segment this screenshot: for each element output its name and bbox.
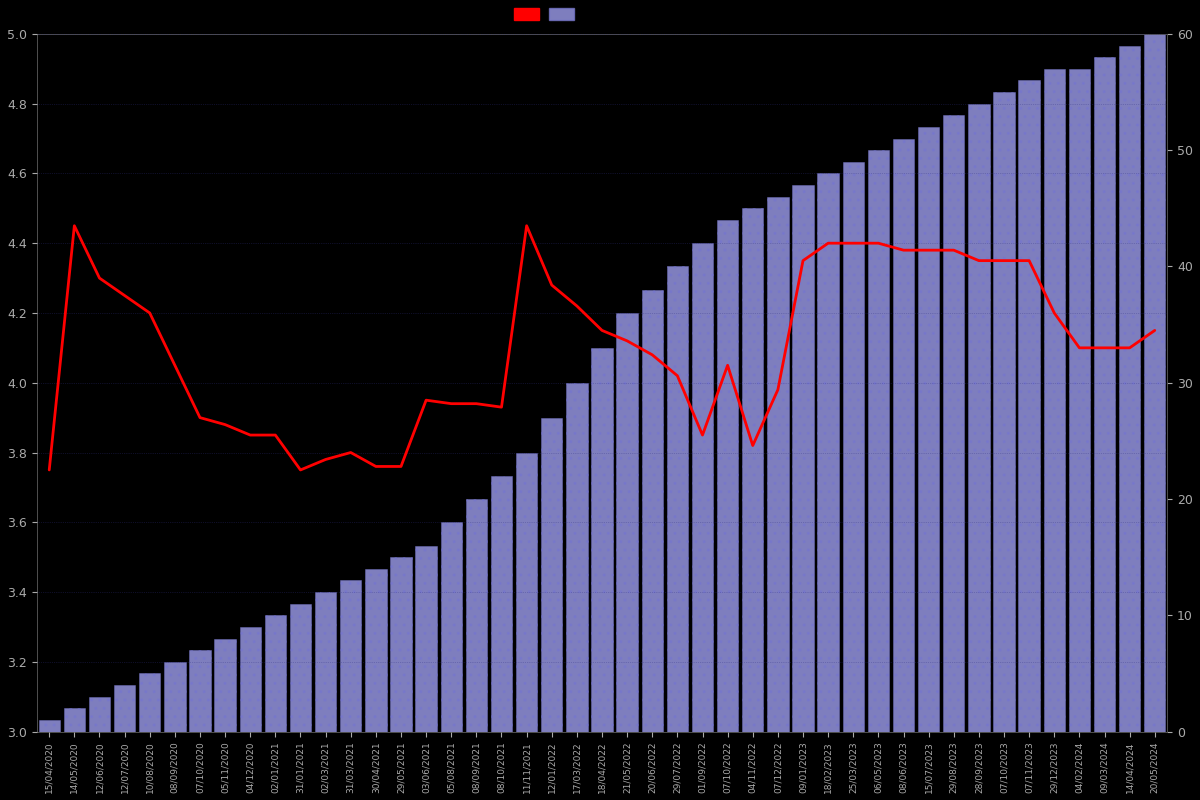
Bar: [1069, 69, 1090, 731]
Bar: [994, 92, 1015, 731]
Bar: [716, 220, 738, 731]
Bar: [667, 266, 688, 731]
Bar: [817, 174, 839, 731]
Bar: [541, 418, 563, 731]
Bar: [215, 638, 235, 731]
Bar: [516, 453, 538, 731]
Bar: [1019, 80, 1040, 731]
Bar: [314, 592, 336, 731]
Bar: [114, 685, 136, 731]
Bar: [1144, 34, 1165, 731]
Bar: [440, 522, 462, 731]
Bar: [918, 127, 940, 731]
Bar: [592, 348, 613, 731]
Bar: [968, 104, 990, 731]
Bar: [139, 674, 161, 731]
Bar: [792, 185, 814, 731]
Bar: [38, 720, 60, 731]
Bar: [943, 115, 965, 731]
Bar: [692, 243, 713, 731]
Bar: [1118, 46, 1140, 731]
Bar: [868, 150, 889, 731]
Bar: [365, 569, 386, 731]
Bar: [742, 208, 763, 731]
Bar: [617, 313, 638, 731]
Legend: , : ,: [509, 2, 582, 27]
Bar: [842, 162, 864, 731]
Bar: [491, 476, 512, 731]
Bar: [89, 697, 110, 731]
Bar: [290, 604, 311, 731]
Bar: [566, 382, 588, 731]
Bar: [415, 546, 437, 731]
Bar: [1094, 57, 1115, 731]
Bar: [893, 138, 914, 731]
Bar: [466, 499, 487, 731]
Bar: [340, 581, 361, 731]
Bar: [265, 615, 286, 731]
Bar: [767, 197, 788, 731]
Bar: [390, 557, 412, 731]
Bar: [642, 290, 662, 731]
Bar: [1044, 69, 1064, 731]
Bar: [240, 627, 260, 731]
Bar: [190, 650, 211, 731]
Bar: [64, 708, 85, 731]
Bar: [164, 662, 186, 731]
